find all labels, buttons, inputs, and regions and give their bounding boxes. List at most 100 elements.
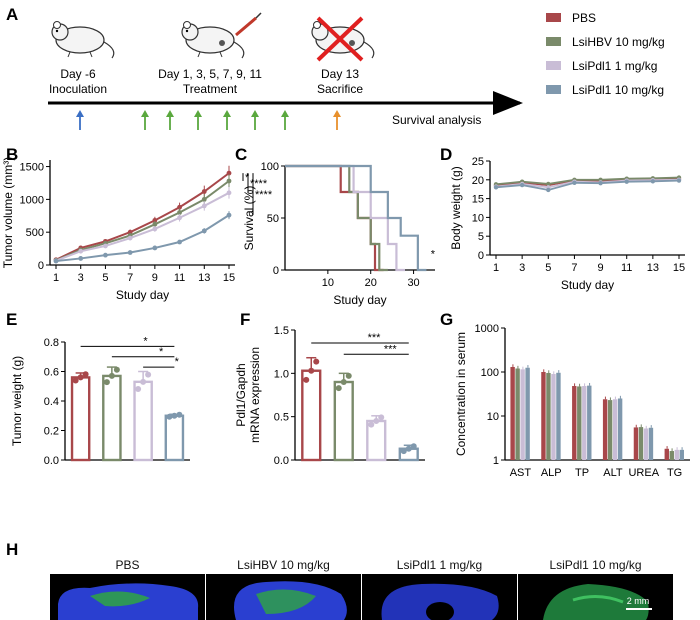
chart-c-ytick-label: 100	[261, 161, 279, 173]
timeline-survival-analysis: Survival analysis	[392, 113, 481, 127]
chart-e-sig-mark: *	[159, 346, 164, 358]
chart-e-ylabel: Tumor weight (g)	[10, 356, 24, 446]
chart-g-bar	[510, 366, 515, 460]
chart-f-sig-mark: ***	[384, 343, 398, 355]
chart-b-point	[177, 210, 182, 215]
chart-g-xtick-label: ALP	[541, 467, 562, 479]
timeline-treatment: Treatment	[183, 82, 238, 96]
chart-g-bar	[587, 385, 592, 460]
panel-label-c: C	[235, 145, 247, 164]
chart-d-xtick-label: 3	[519, 262, 525, 274]
chart-b-point	[201, 203, 207, 209]
chart-b-xtick-label: 13	[198, 272, 210, 284]
chart-f-dot	[373, 418, 380, 424]
chart-f-ytick-label: 1.5	[274, 325, 289, 337]
chart-b-point	[152, 245, 158, 251]
chart-g-xtick-label: UREA	[628, 467, 659, 479]
chart-g-serum: 1 10 100 1000 Concentration in serum AST ALP TP…	[454, 323, 690, 479]
chart-e-ytick-label: 0.2	[44, 426, 59, 438]
chart-d-point	[546, 187, 551, 193]
chart-e-dot	[72, 377, 79, 384]
chart-b-sig-mark: ****	[255, 189, 273, 201]
chart-f-dot	[368, 421, 375, 428]
treatment-arrowhead-6	[281, 110, 289, 117]
chart-e-dot	[135, 386, 142, 393]
panel-label-h: H	[6, 540, 18, 559]
chart-b-point	[152, 226, 158, 232]
chart-b-point	[177, 204, 182, 210]
chart-g-bar	[664, 448, 669, 460]
chart-d-xtick-label: 5	[545, 262, 551, 274]
chart-g-bar	[520, 369, 525, 460]
chart-b-point	[201, 228, 207, 234]
chart-c-ylabel: Survival (%)	[242, 186, 256, 251]
chart-e-ytick-label: 0.6	[44, 367, 59, 379]
chart-g-bar	[643, 428, 649, 460]
micrograph-lsipdl1-10: 2 mm	[518, 574, 673, 620]
chart-d-ytick-label: 15	[472, 194, 484, 206]
chart-g-bar	[577, 386, 582, 460]
timeline-sacrifice: Sacrifice	[317, 82, 363, 96]
chart-e-dot	[77, 374, 84, 381]
chart-c-xtick-label: 20	[365, 277, 377, 289]
chart-d-xtick-label: 1	[493, 262, 499, 274]
chart-e-ytick-label: 0.8	[44, 337, 59, 349]
chart-c-series-line-2	[285, 164, 388, 272]
timeline-panel: Day -6 Inoculation Day 1, 3, 5, 7, 9, 11…	[48, 12, 523, 130]
chart-e-dot	[171, 412, 178, 419]
chart-f-dot	[335, 385, 342, 392]
chart-b-point	[226, 190, 232, 196]
mouse-illustration-inoculation	[51, 21, 115, 59]
chart-e-dot	[82, 371, 89, 378]
chart-b-point	[103, 252, 108, 258]
chart-f-sig-mark: ***	[368, 332, 382, 344]
chart-g-bar	[556, 372, 561, 460]
micrograph-label-lsipdl1-1: LsiPdl1 1 mg/kg	[396, 558, 483, 572]
chart-b-point	[78, 248, 84, 254]
chart-c-xtick-label: 10	[322, 277, 334, 289]
chart-f-dot	[378, 414, 385, 421]
panel-label-e: E	[6, 310, 17, 329]
syringe-icon	[235, 12, 262, 37]
chart-c-sig-mark: *	[431, 249, 436, 261]
chart-b-point	[127, 229, 133, 235]
chart-c-survival: 0 50 100 10 20 30 Study day Survival (%) *	[242, 161, 436, 307]
chart-d-ytick-label: 20	[472, 175, 484, 187]
chart-e-dot	[145, 371, 152, 378]
chart-g-xtick-label: TP	[575, 467, 589, 479]
cross-icon	[316, 16, 364, 62]
legend-swatch-4	[546, 85, 561, 94]
chart-e-bar-3	[133, 380, 153, 462]
chart-b-ytick-label: 0	[38, 260, 44, 272]
chart-f-ylabel: Pdl1/Gapdh	[234, 363, 248, 426]
chart-c-series-line-4	[285, 164, 427, 272]
legend-swatch-3	[546, 61, 561, 70]
chart-d-ytick-label: 0	[478, 250, 484, 262]
chart-b-point	[226, 212, 232, 218]
chart-e-dot	[113, 366, 120, 373]
chart-e-bar-4	[164, 414, 185, 462]
chart-g-bar	[541, 372, 546, 460]
chart-d-point	[650, 179, 656, 184]
chart-b-point	[201, 189, 207, 194]
chart-d-series-line-2	[495, 176, 680, 186]
chart-b-point	[127, 250, 133, 255]
chart-b-xlabel: Study day	[116, 288, 169, 302]
chart-d-xlabel: Study day	[561, 278, 614, 292]
chart-d-point	[676, 178, 682, 183]
panel-label-b: B	[6, 145, 18, 164]
chart-f-dot	[410, 443, 417, 450]
chart-g-bar	[638, 427, 644, 460]
chart-c-ytick-label: 50	[267, 213, 279, 225]
legend-label-2: LsiHBV 10 mg/kg	[572, 35, 665, 49]
chart-b-xtick-label: 15	[223, 272, 235, 284]
chart-g-bar	[612, 399, 618, 460]
treatment-arrowhead-1	[141, 110, 149, 117]
chart-g-ytick-label: 1	[493, 455, 499, 467]
chart-g-bar	[602, 399, 608, 460]
micrograph-label-pbs: PBS	[115, 558, 140, 572]
inoculation-arrow-icon	[76, 110, 84, 130]
chart-d-point	[598, 180, 603, 186]
chart-b-point	[226, 178, 232, 184]
chart-d-ylabel: Body weight (g)	[449, 166, 463, 249]
